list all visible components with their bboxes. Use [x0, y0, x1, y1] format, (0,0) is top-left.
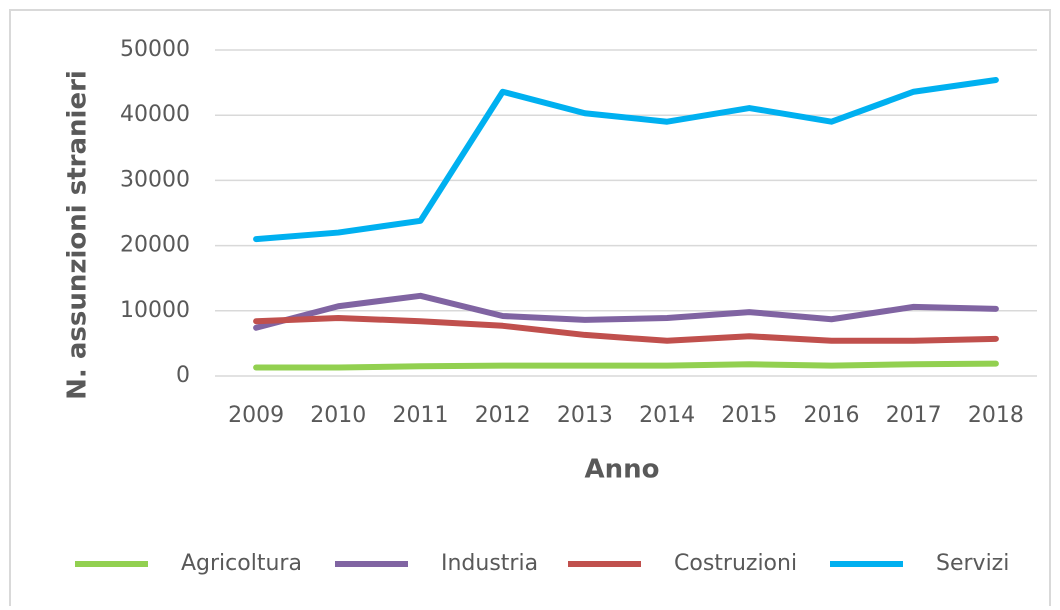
legend-label: Industria — [441, 551, 538, 576]
x-tick-label: 2010 — [310, 403, 366, 428]
x-tick-label: 2017 — [886, 403, 942, 428]
legend-label: Servizi — [936, 551, 1009, 576]
series-line — [253, 292, 999, 331]
y-tick-label: 30000 — [120, 167, 190, 192]
y-tick-label: 50000 — [120, 37, 190, 62]
y-tick-label: 0 — [176, 363, 190, 388]
series-line — [253, 314, 999, 344]
legend-label: Costruzioni — [674, 551, 797, 576]
x-tick-label: 2015 — [721, 403, 777, 428]
legend-label: Agricoltura — [181, 551, 302, 576]
x-tick-label: 2018 — [968, 403, 1024, 428]
x-tick-label: 2016 — [804, 403, 860, 428]
series-line — [253, 76, 999, 243]
series-line — [253, 360, 999, 371]
y-axis-label: N. assunzioni stranieri — [63, 70, 93, 400]
x-tick-label: 2011 — [393, 403, 449, 428]
x-tick-label: 2014 — [639, 403, 695, 428]
x-tick-label: 2009 — [228, 403, 284, 428]
y-tick-label: 20000 — [120, 233, 190, 258]
x-axis-label: Anno — [584, 455, 659, 485]
x-tick-label: 2013 — [557, 403, 613, 428]
x-tick-label: 2012 — [475, 403, 531, 428]
y-tick-label: 40000 — [120, 102, 190, 127]
y-tick-label: 10000 — [120, 298, 190, 323]
